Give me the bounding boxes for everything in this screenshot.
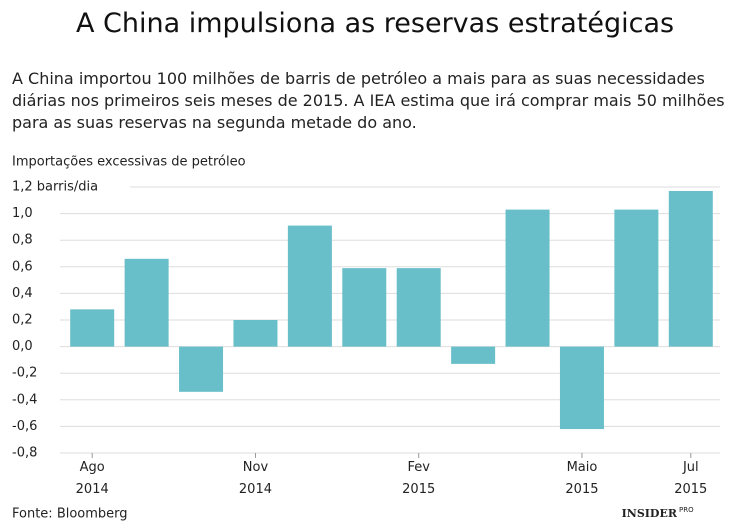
source: Fonte: Bloomberg xyxy=(12,507,128,522)
bar xyxy=(70,309,115,347)
y-axis-label: Importações excessivas de petróleo xyxy=(12,155,246,170)
y-tick-label: 0,6 xyxy=(12,259,33,274)
chart-title: A China impulsiona as reservas estratégi… xyxy=(75,8,675,39)
y-tick-label: 0,2 xyxy=(12,313,33,328)
chart-subtitle: A China importou 100 milhões de barris d… xyxy=(12,69,725,132)
y-tick-label: 1,0 xyxy=(12,206,33,221)
bar xyxy=(559,346,604,430)
bar xyxy=(614,209,659,347)
y-tick-label: 1,2 barris/dia xyxy=(12,180,98,195)
y-tick-label: 0,8 xyxy=(12,233,33,248)
bar xyxy=(287,225,332,347)
y-tick-label: 0,4 xyxy=(12,286,33,301)
y-tick-label: -0,6 xyxy=(12,419,37,434)
bar xyxy=(451,346,496,364)
logo: INSIDER xyxy=(622,507,678,520)
bar xyxy=(342,268,387,347)
y-tick-label: -0,2 xyxy=(12,366,37,381)
y-tick-label: -0,8 xyxy=(12,446,37,461)
x-tick-label: Nov 2014 xyxy=(238,460,272,497)
x-tick-label: Ago 2014 xyxy=(75,460,109,497)
x-tick-label: Maio 2015 xyxy=(565,460,599,497)
y-tick-label: -0,4 xyxy=(12,392,37,407)
x-tick-label: Fev 2015 xyxy=(402,460,436,497)
logo-sup: PRO xyxy=(679,506,694,514)
bar xyxy=(124,258,169,347)
bar xyxy=(668,190,713,347)
y-tick-label: 0,0 xyxy=(12,339,33,354)
bar xyxy=(233,320,278,347)
bar xyxy=(396,268,441,347)
bar xyxy=(505,209,550,347)
x-tick-label: Jul 2015 xyxy=(674,460,708,497)
bar xyxy=(179,346,224,392)
